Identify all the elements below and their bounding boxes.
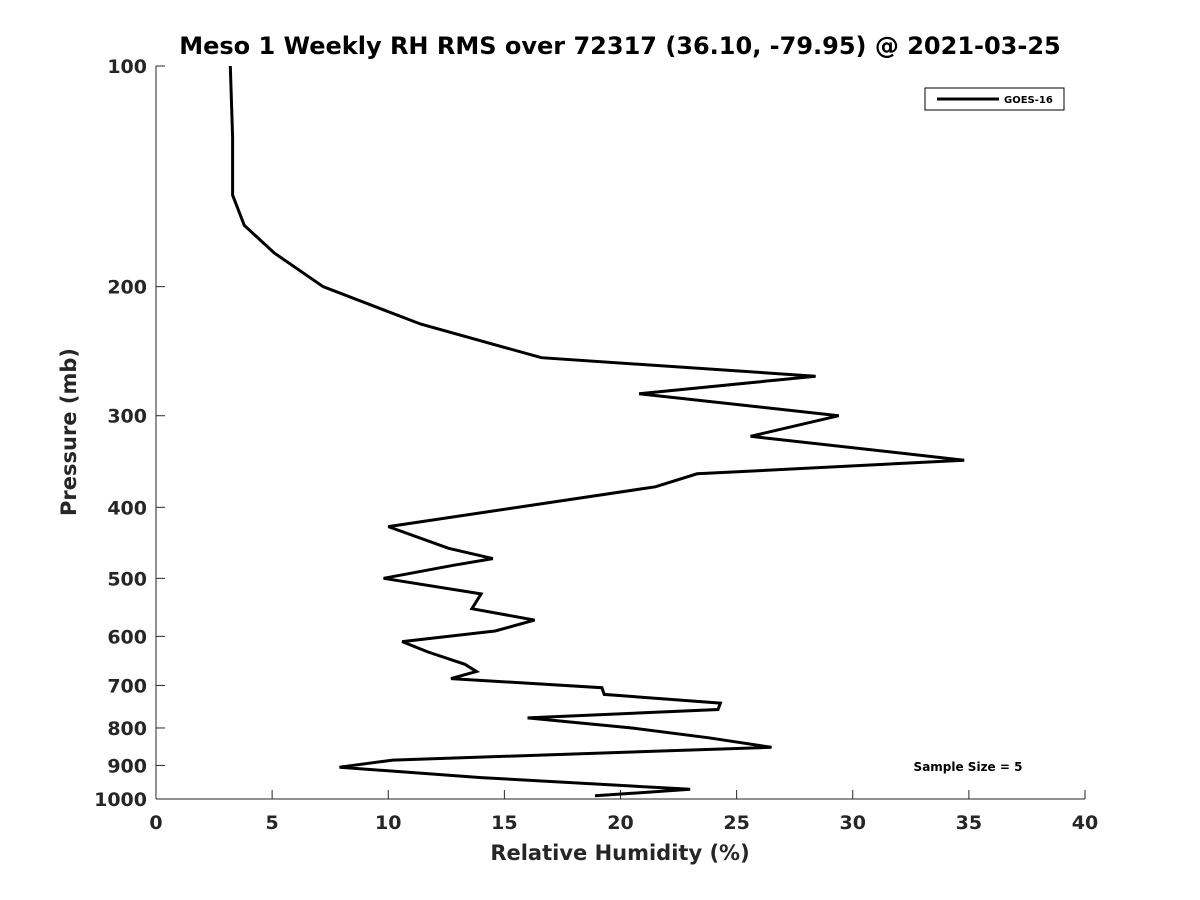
y-tick-label-800: 800 — [107, 718, 147, 740]
x-tick-label-15: 15 — [491, 812, 517, 834]
x-tick-label-0: 0 — [149, 812, 162, 834]
chart-title: Meso 1 Weekly RH RMS over 72317 (36.10, … — [179, 32, 1061, 60]
y-tick-label-700: 700 — [107, 675, 147, 697]
x-tick-label-5: 5 — [266, 812, 279, 834]
x-tick-label-40: 40 — [1072, 812, 1098, 834]
legend-label-goes-16: GOES-16 — [1004, 95, 1053, 106]
x-tick-label-20: 20 — [607, 812, 633, 834]
y-tick-label-500: 500 — [107, 568, 147, 590]
plot-area: 0 5 10 15 20 25 30 35 40 100 200 300 400 500 600 700 800… — [94, 56, 1098, 834]
x-axis-label: Relative Humidity (%) — [490, 841, 749, 865]
x-tick-label-30: 30 — [840, 812, 866, 834]
y-tick-label-600: 600 — [107, 626, 147, 648]
y-tick-label-900: 900 — [107, 755, 147, 777]
series-line-goes-16 — [228, 65, 965, 798]
y-tick-label-200: 200 — [107, 277, 147, 299]
y-axis-label: Pressure (mb) — [57, 348, 81, 516]
y-tick-label-1000: 1000 — [94, 789, 147, 811]
legend: GOES-16 — [924, 87, 1065, 111]
y-tick-label-300: 300 — [107, 406, 147, 428]
y-tick-label-100: 100 — [107, 56, 147, 78]
sample-size-annotation: Sample Size = 5 — [914, 760, 1023, 774]
x-tick-label-10: 10 — [375, 812, 401, 834]
x-tick-label-25: 25 — [723, 812, 749, 834]
x-tick-label-35: 35 — [956, 812, 982, 834]
y-tick-label-400: 400 — [107, 497, 147, 519]
